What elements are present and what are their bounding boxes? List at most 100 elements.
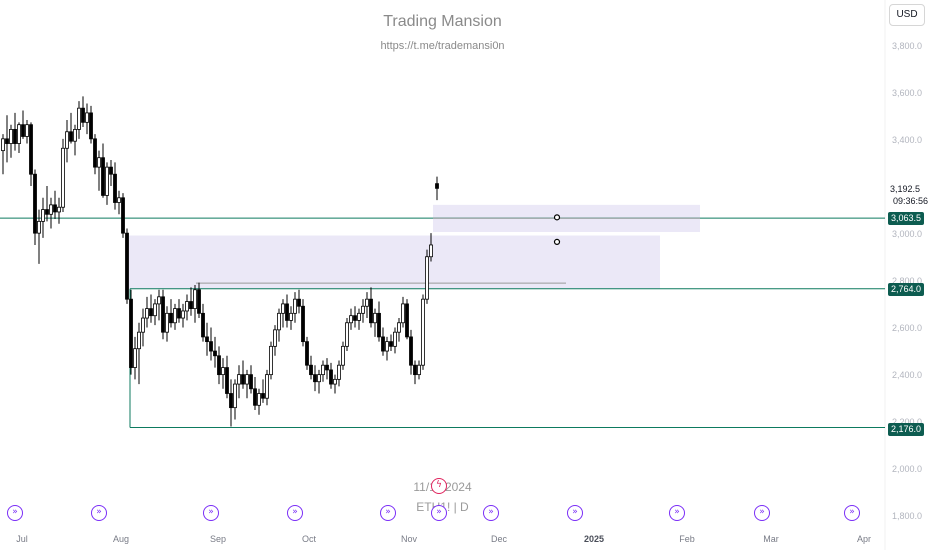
candle-body (361, 305, 365, 314)
watermark-url: https://t.me/trademansi0n (380, 40, 505, 52)
time-tick: Dec (490, 534, 508, 544)
candle-body (365, 298, 369, 307)
candle-body (249, 374, 253, 390)
candle-body (117, 197, 121, 203)
fast-forward-icon[interactable]: » (844, 505, 860, 521)
candle-body (65, 131, 69, 149)
candle-body (137, 331, 141, 350)
candle-body (141, 317, 145, 333)
candle-body (221, 367, 225, 376)
candle-body (105, 166, 109, 196)
candle-body (161, 296, 165, 333)
candle-body (101, 157, 105, 196)
candle-body (435, 183, 439, 189)
candle-body (1, 138, 5, 152)
candle-body (81, 107, 85, 123)
candle-body (261, 393, 265, 399)
candle-body (69, 131, 73, 142)
candle-body (25, 124, 29, 137)
price-tick: 2,200.0 (892, 417, 923, 427)
candle-body (97, 157, 101, 168)
candle-body (125, 232, 129, 300)
price-tick: 3,000.0 (892, 229, 923, 239)
candle-body (321, 364, 325, 376)
candle-body (225, 367, 229, 394)
level-tag-upper[interactable]: 3,063.5 (888, 212, 924, 225)
candle-body (305, 341, 309, 366)
candle-body (229, 393, 233, 409)
level-tag-middle[interactable]: 2,764.0 (888, 283, 924, 296)
price-tick: 2,600.0 (892, 323, 923, 333)
candle-body (9, 129, 13, 144)
bar-countdown: 09:36:56 (893, 196, 929, 206)
fast-forward-icon[interactable]: » (567, 505, 583, 521)
candle-body (165, 312, 169, 333)
fast-forward-icon[interactable]: » (483, 505, 499, 521)
candle-body (73, 129, 77, 142)
candle-body (205, 336, 209, 343)
candle-body (265, 374, 269, 399)
candle-body (89, 112, 93, 140)
candle-body (237, 374, 241, 385)
price-tick: 2,400.0 (892, 370, 923, 380)
fast-forward-icon[interactable]: » (380, 505, 396, 521)
candle-body (389, 341, 393, 347)
candle-body (129, 298, 133, 368)
candle-body (325, 364, 329, 371)
fast-forward-icon[interactable]: » (754, 505, 770, 521)
currency-button[interactable]: USD (889, 4, 925, 26)
fast-forward-icon[interactable]: » (7, 505, 23, 521)
candle-body (273, 329, 277, 347)
candle-body (297, 298, 301, 307)
candle-body (393, 331, 397, 347)
fast-forward-icon[interactable]: » (287, 505, 303, 521)
candle-body (29, 124, 33, 175)
time-tick: 2025 (583, 534, 605, 544)
price-tick: 2,000.0 (892, 464, 923, 474)
price-tick: 1,800.0 (892, 511, 923, 521)
candle-body (197, 289, 201, 314)
fast-forward-icon[interactable]: » (203, 505, 219, 521)
candle-body (253, 388, 257, 406)
candle-body (185, 301, 189, 312)
time-tick: Nov (400, 534, 418, 544)
price-tick: 3,600.0 (892, 88, 923, 98)
candle-body (233, 383, 237, 409)
candle-body (53, 204, 57, 213)
candle-body (121, 197, 125, 234)
fast-forward-icon[interactable]: » (431, 505, 447, 521)
candle-body (269, 345, 273, 376)
time-tick: Jul (16, 534, 28, 544)
fast-forward-icon[interactable]: » (91, 505, 107, 521)
candle-body (377, 312, 381, 338)
candle-body (169, 312, 173, 324)
fast-forward-icon[interactable]: » (669, 505, 685, 521)
candle-body (401, 303, 405, 324)
candle-body (209, 341, 213, 352)
candle-body (177, 308, 181, 319)
candle-body (409, 336, 413, 366)
lightning-icon[interactable]: ϟ (431, 478, 447, 494)
candle-body (93, 138, 97, 168)
candle-body (293, 298, 297, 314)
candle-body (5, 138, 9, 144)
candle-body (357, 312, 361, 321)
candle-body (33, 173, 37, 234)
candle-body (353, 315, 357, 321)
price-tick: 2,800.0 (892, 276, 923, 286)
watermark-title: Trading Mansion (383, 13, 502, 30)
candle-body (381, 336, 385, 352)
candle-body (133, 348, 137, 368)
candle-body (429, 244, 433, 258)
candle-body (181, 310, 185, 319)
level-tag-lower[interactable]: 2,176.0 (888, 423, 924, 436)
candle-body (313, 374, 317, 383)
candle-body (153, 303, 157, 317)
candle-body (349, 315, 353, 324)
candle-body (421, 298, 425, 366)
candle-body (369, 298, 373, 324)
candle-body (289, 312, 293, 321)
candle-body (341, 345, 345, 366)
candle-body (405, 303, 409, 338)
